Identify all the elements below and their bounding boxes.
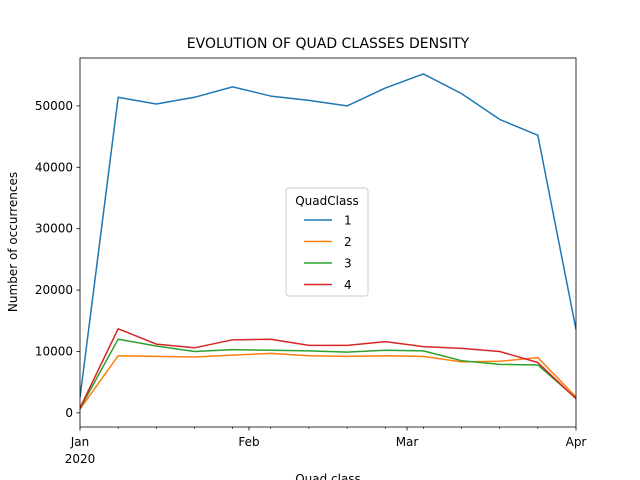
series-line-2	[80, 352, 576, 410]
y-tick-label: 10000	[35, 344, 73, 358]
legend: QuadClass 1 2 3 4	[285, 187, 369, 297]
plot-frame	[79, 57, 577, 428]
x-tick-label: Mar	[396, 435, 419, 449]
x-tick-label: Apr	[566, 435, 587, 449]
x-tick-sublabel: 2020	[65, 452, 96, 466]
series-line-3	[80, 338, 576, 409]
legend-label-2: 2	[344, 235, 352, 249]
x-axis: Jan 2020 Feb Mar Apr	[65, 427, 587, 466]
x-axis-label: Quad class	[295, 472, 361, 480]
x-tick-label: Jan	[70, 435, 90, 449]
y-tick-label: 30000	[35, 222, 73, 236]
y-tick-label: 20000	[35, 283, 73, 297]
chart-title: EVOLUTION OF QUAD CLASSES DENSITY	[187, 36, 470, 52]
y-tick-label: 50000	[35, 99, 73, 113]
series-line-4	[80, 328, 576, 409]
x-tick-label: Feb	[238, 435, 259, 449]
y-axis: 0 10000 20000 30000 40000 50000	[35, 99, 80, 420]
y-tick-label: 0	[65, 406, 73, 420]
y-axis-label: Number of occurrences	[6, 172, 20, 312]
legend-label-4: 4	[344, 278, 352, 292]
legend-label-1: 1	[344, 214, 352, 228]
legend-title: QuadClass	[295, 194, 359, 208]
legend-label-3: 3	[344, 257, 352, 271]
plot-area	[79, 57, 577, 428]
y-tick-label: 40000	[35, 160, 73, 174]
series-line-1	[80, 73, 576, 398]
